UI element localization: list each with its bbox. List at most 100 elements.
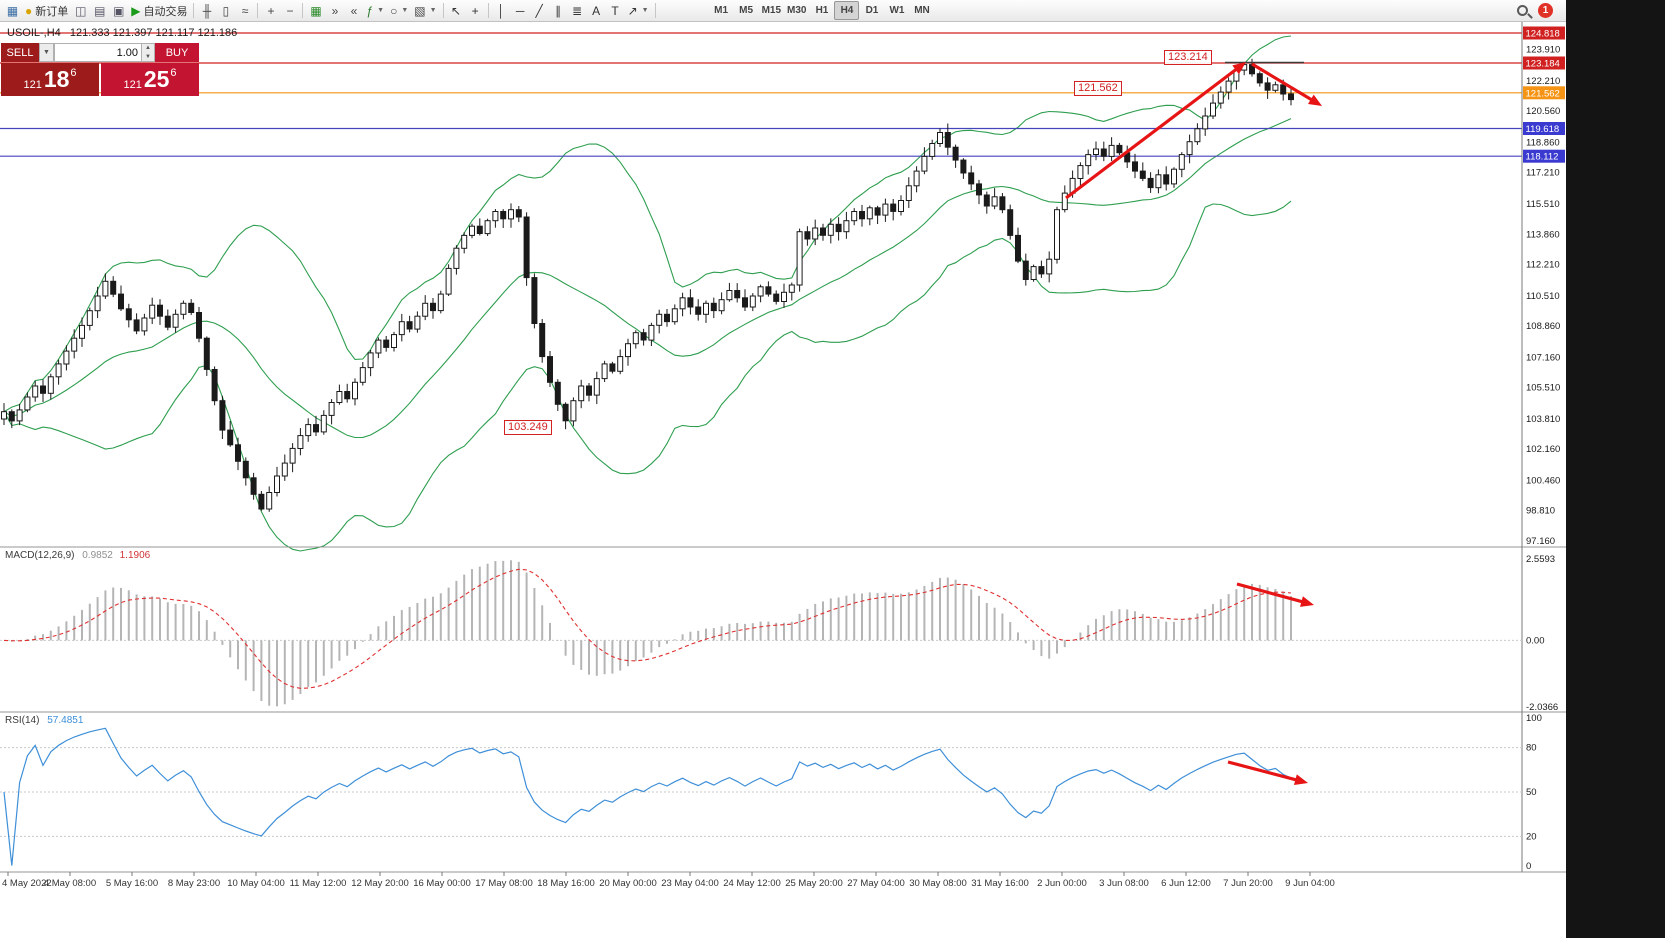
notification-badge[interactable]: 1 — [1538, 3, 1553, 18]
autotrade-button[interactable]: ▶ 自动交易 — [128, 1, 190, 20]
zoom-out-icon[interactable]: − — [280, 1, 299, 20]
vertical-line-icon-glyph: │ — [497, 3, 505, 18]
trend-arrow-head[interactable] — [1294, 774, 1308, 785]
text-icon[interactable]: A — [587, 1, 606, 20]
crosshair-icon[interactable]: + — [466, 1, 485, 20]
volume-stepper[interactable]: ▲ ▼ — [141, 44, 154, 61]
search-icon[interactable] — [1517, 5, 1528, 16]
channel-icon[interactable]: ∥ — [549, 1, 568, 20]
line-chart-icon[interactable]: ≈ — [235, 1, 254, 20]
main-toolbar: ▦ ● 新订单 ◫ ▤ ▣ ▶ 自动交易 ╫ ▯ ≈ + − ▦» «ƒ ▼ ○ ▼ ▧ ▼ ↖ + │ ─ ╱ ∥ ≣ A T ↗ ▼ M1… — [0, 0, 1566, 22]
rsi-scale-label: 20 — [1526, 831, 1537, 842]
text-label-icon[interactable]: T — [606, 1, 625, 20]
trend-arrow-head[interactable] — [1300, 596, 1314, 607]
charts-window-icon[interactable]: ▦ — [3, 1, 22, 20]
candle-body — [547, 356, 553, 383]
indicators-icon-dropdown-arrow[interactable]: ▼ — [377, 7, 385, 14]
candle-body — [734, 290, 741, 299]
bar-chart-icon[interactable]: ╫ — [197, 1, 216, 20]
trendline-icon[interactable]: ╱ — [530, 1, 549, 20]
timeframe-w1-button[interactable]: W1 — [889, 5, 905, 16]
autotrade-button-glyph: ▶ — [131, 3, 141, 18]
sell-price-big: 18 — [43, 66, 70, 92]
trend-arrow-shaft[interactable] — [1236, 582, 1306, 605]
annotation-low-price[interactable]: 103.249 — [504, 420, 552, 435]
volume-value[interactable]: 1.00 — [116, 46, 138, 59]
new-order-button[interactable]: ● 新订单 — [22, 1, 71, 20]
tile-windows-icon[interactable]: ▦ — [306, 1, 325, 20]
candle-body — [640, 332, 647, 341]
tile-windows-icon-glyph: ▦ — [310, 3, 322, 18]
data-window-icon[interactable]: ▣ — [109, 1, 128, 20]
trend-arrow-head[interactable] — [1308, 94, 1322, 106]
arrows-icon-dropdown-arrow[interactable]: ▼ — [641, 7, 649, 14]
fibonacci-icon[interactable]: ≣ — [568, 1, 587, 20]
cursor-icon[interactable]: ↖ — [447, 1, 466, 20]
one-click-trade-panel: SELL ▼ 1.00 ▲ ▼ BUY 121 18 6 121 25 6 — [1, 43, 199, 96]
buy-price-button[interactable]: 121 25 6 — [101, 63, 199, 96]
buy-button[interactable]: BUY — [155, 43, 199, 62]
timeframe-m15-button[interactable]: M15 — [761, 5, 782, 16]
data-window-icon-glyph: ▣ — [113, 3, 125, 18]
timeframe-m30-button[interactable]: M30 — [787, 5, 807, 16]
periods-icon-dropdown-arrow[interactable]: ▼ — [401, 7, 409, 14]
price-axis-label: 112.210 — [1526, 260, 1560, 271]
macd-indicator-label: MACD(12,26,9) 0.9852 1.1906 — [5, 550, 150, 561]
toolbar-right-cluster: 1 — [1517, 3, 1563, 18]
periods-icon-glyph: ○ — [390, 3, 398, 18]
horizontal-line-icon[interactable]: ─ — [511, 1, 530, 20]
candle-body — [952, 146, 959, 161]
chart-shift-icon[interactable]: « — [344, 1, 363, 20]
sell-price-button[interactable]: 121 18 6 — [1, 63, 99, 96]
buy-price-prefix: 121 — [123, 79, 142, 91]
templates-icon[interactable]: ▧ ▼ — [411, 1, 439, 20]
candle-body — [1108, 144, 1115, 157]
trend-arrow-shaft[interactable] — [1065, 66, 1240, 200]
candle-body — [274, 475, 280, 493]
timeframe-h4-button[interactable]: H4 — [834, 1, 860, 20]
channel-icon-glyph: ∥ — [555, 3, 562, 18]
auto-scroll-icon[interactable]: » — [325, 1, 344, 20]
candle-body — [141, 317, 148, 332]
periods-icon[interactable]: ○ ▼ — [387, 1, 411, 20]
trend-arrow-shaft[interactable] — [1227, 760, 1300, 783]
candle-body — [827, 223, 834, 236]
arrows-icon[interactable]: ↗ ▼ — [625, 1, 652, 20]
trend-arrow-shaft[interactable] — [1251, 62, 1316, 103]
annotation-mid-price[interactable]: 121.562 — [1074, 81, 1122, 96]
indicators-icon[interactable]: ƒ ▼ — [363, 1, 387, 20]
candle-body — [1288, 93, 1294, 101]
trend-arrow-head[interactable] — [1232, 62, 1246, 75]
price-axis-label: 102.160 — [1526, 444, 1560, 455]
volume-down-icon[interactable]: ▼ — [142, 52, 154, 61]
timeframe-mn-button[interactable]: MN — [914, 5, 930, 16]
timeframe-m1-button[interactable]: M1 — [714, 5, 729, 16]
candle-body — [1225, 80, 1232, 93]
candlestick-chart-icon[interactable]: ▯ — [216, 1, 235, 20]
templates-icon-dropdown-arrow[interactable]: ▼ — [429, 7, 437, 14]
timeframe-m5-button[interactable]: M5 — [739, 5, 754, 16]
chart-windows-icon[interactable]: ◫ — [71, 1, 90, 20]
annotation-peak-price[interactable]: 123.214 — [1164, 50, 1212, 65]
candle-body — [726, 290, 733, 301]
timeframe-h1-button[interactable]: H1 — [815, 5, 829, 16]
timeframe-d1-button[interactable]: D1 — [865, 5, 879, 16]
sell-button[interactable]: SELL — [1, 43, 39, 62]
time-axis-label: 7 Jun 20:00 — [1223, 878, 1273, 889]
candle-body — [1030, 266, 1037, 281]
vertical-line-icon[interactable]: │ — [492, 1, 511, 20]
candle-body — [172, 313, 179, 328]
candle-body — [859, 211, 865, 220]
candle-body — [40, 385, 46, 394]
candle-body — [835, 223, 842, 233]
chart-ohlc-values: 121.333 121.397 121.117 121.186 — [69, 27, 238, 39]
candle-body — [1085, 154, 1092, 167]
trade-options-dropdown[interactable]: ▼ — [39, 43, 54, 62]
volume-field[interactable]: 1.00 ▲ ▼ — [54, 43, 155, 62]
profiles-icon[interactable]: ▤ — [90, 1, 109, 20]
volume-up-icon[interactable]: ▲ — [142, 44, 154, 53]
zoom-in-icon[interactable]: + — [261, 1, 280, 20]
buy-price-big: 25 — [143, 66, 170, 92]
candle-body — [1272, 84, 1279, 91]
